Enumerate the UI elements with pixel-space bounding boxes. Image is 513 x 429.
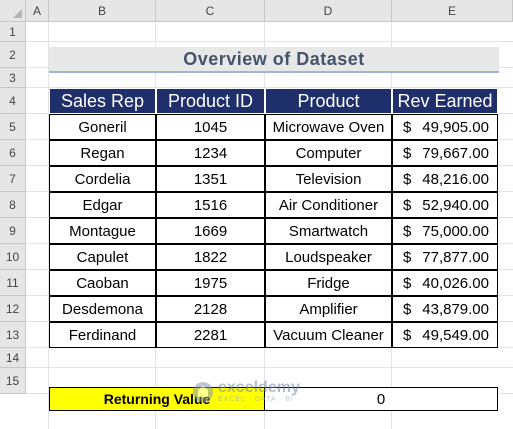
currency-symbol: $ <box>403 222 412 240</box>
product-cell[interactable]: Vacuum Cleaner <box>265 322 392 348</box>
table-header-cell[interactable]: Sales Rep <box>49 88 156 114</box>
currency-symbol: $ <box>403 196 412 214</box>
gridline-horizontal <box>26 367 513 368</box>
dataset-title[interactable]: Overview of Dataset <box>49 47 499 73</box>
sales-rep-cell[interactable]: Desdemona <box>49 296 156 322</box>
gridline-vertical <box>48 22 49 429</box>
product-cell[interactable]: Television <box>265 166 392 192</box>
product-id-cell[interactable]: 1822 <box>156 244 265 270</box>
currency-symbol: $ <box>403 248 412 266</box>
row-header-14[interactable]: 14 <box>0 348 26 368</box>
rev-earned-cell[interactable]: $52,940.00 <box>392 192 498 218</box>
rev-amount: 75,000.00 <box>422 222 489 240</box>
sales-rep-cell[interactable]: Edgar <box>49 192 156 218</box>
table-header-cell[interactable]: Product <box>265 88 392 114</box>
rev-amount: 40,026.00 <box>422 274 489 292</box>
product-cell[interactable]: Microwave Oven <box>265 114 392 140</box>
rev-amount: 79,667.00 <box>422 144 489 162</box>
rev-earned-cell[interactable]: $49,905.00 <box>392 114 498 140</box>
product-cell[interactable]: Computer <box>265 140 392 166</box>
product-id-cell[interactable]: 1234 <box>156 140 265 166</box>
rev-amount: 43,879.00 <box>422 300 489 318</box>
currency-symbol: $ <box>403 300 412 318</box>
product-id-cell[interactable]: 1669 <box>156 218 265 244</box>
rev-amount: 49,549.00 <box>422 326 489 344</box>
product-cell[interactable]: Fridge <box>265 270 392 296</box>
row-header-15[interactable]: 15 <box>0 368 26 394</box>
rev-earned-cell[interactable]: $77,877.00 <box>392 244 498 270</box>
row-header-6[interactable]: 6 <box>0 140 26 166</box>
row-header-3[interactable]: 3 <box>0 68 26 88</box>
product-cell[interactable]: Loudspeaker <box>265 244 392 270</box>
rev-amount: 52,940.00 <box>422 196 489 214</box>
sales-rep-cell[interactable]: Regan <box>49 140 156 166</box>
product-id-cell[interactable]: 2128 <box>156 296 265 322</box>
row-header-5[interactable]: 5 <box>0 114 26 140</box>
table-header-cell[interactable]: Product ID <box>156 88 265 114</box>
returning-value-label[interactable]: Returning Value <box>49 387 265 411</box>
currency-symbol: $ <box>403 170 412 188</box>
column-header-e[interactable]: E <box>392 0 513 22</box>
row-header-11[interactable]: 11 <box>0 270 26 296</box>
row-header-10[interactable]: 10 <box>0 244 26 270</box>
rev-amount: 77,877.00 <box>422 248 489 266</box>
row-header-8[interactable]: 8 <box>0 192 26 218</box>
row-header-4[interactable]: 4 <box>0 88 26 114</box>
select-all-corner[interactable] <box>0 0 26 22</box>
product-cell[interactable]: Air Conditioner <box>265 192 392 218</box>
rev-earned-cell[interactable]: $40,026.00 <box>392 270 498 296</box>
product-id-cell[interactable]: 1516 <box>156 192 265 218</box>
rev-amount: 49,905.00 <box>422 118 489 136</box>
product-id-cell[interactable]: 2281 <box>156 322 265 348</box>
rev-earned-cell[interactable]: $48,216.00 <box>392 166 498 192</box>
sales-rep-cell[interactable]: Ferdinand <box>49 322 156 348</box>
rev-amount: 48,216.00 <box>422 170 489 188</box>
sales-rep-cell[interactable]: Goneril <box>49 114 156 140</box>
product-id-cell[interactable]: 1045 <box>156 114 265 140</box>
product-cell[interactable]: Smartwatch <box>265 218 392 244</box>
currency-symbol: $ <box>403 274 412 292</box>
row-header-12[interactable]: 12 <box>0 296 26 322</box>
sales-rep-cell[interactable]: Cordelia <box>49 166 156 192</box>
product-cell[interactable]: Amplifier <box>265 296 392 322</box>
gridline-horizontal <box>26 41 513 42</box>
row-header-13[interactable]: 13 <box>0 322 26 348</box>
rev-earned-cell[interactable]: $49,549.00 <box>392 322 498 348</box>
currency-symbol: $ <box>403 144 412 162</box>
product-id-cell[interactable]: 1351 <box>156 166 265 192</box>
row-header-1[interactable]: 1 <box>0 22 26 42</box>
column-header-d[interactable]: D <box>265 0 392 22</box>
column-header-a[interactable]: A <box>26 0 49 22</box>
currency-symbol: $ <box>403 326 412 344</box>
table-header-cell[interactable]: Rev Earned <box>392 88 498 114</box>
sales-rep-cell[interactable]: Capulet <box>49 244 156 270</box>
column-header-c[interactable]: C <box>156 0 265 22</box>
rev-earned-cell[interactable]: $79,667.00 <box>392 140 498 166</box>
gridline-horizontal <box>26 87 513 88</box>
column-header-b[interactable]: B <box>49 0 156 22</box>
row-header-7[interactable]: 7 <box>0 166 26 192</box>
currency-symbol: $ <box>403 118 412 136</box>
product-id-cell[interactable]: 1975 <box>156 270 265 296</box>
rev-earned-cell[interactable]: $75,000.00 <box>392 218 498 244</box>
rev-earned-cell[interactable]: $43,879.00 <box>392 296 498 322</box>
returning-value-cell[interactable]: 0 <box>265 387 498 411</box>
sales-rep-cell[interactable]: Montague <box>49 218 156 244</box>
row-header-9[interactable]: 9 <box>0 218 26 244</box>
row-header-2[interactable]: 2 <box>0 42 26 68</box>
sales-rep-cell[interactable]: Caoban <box>49 270 156 296</box>
